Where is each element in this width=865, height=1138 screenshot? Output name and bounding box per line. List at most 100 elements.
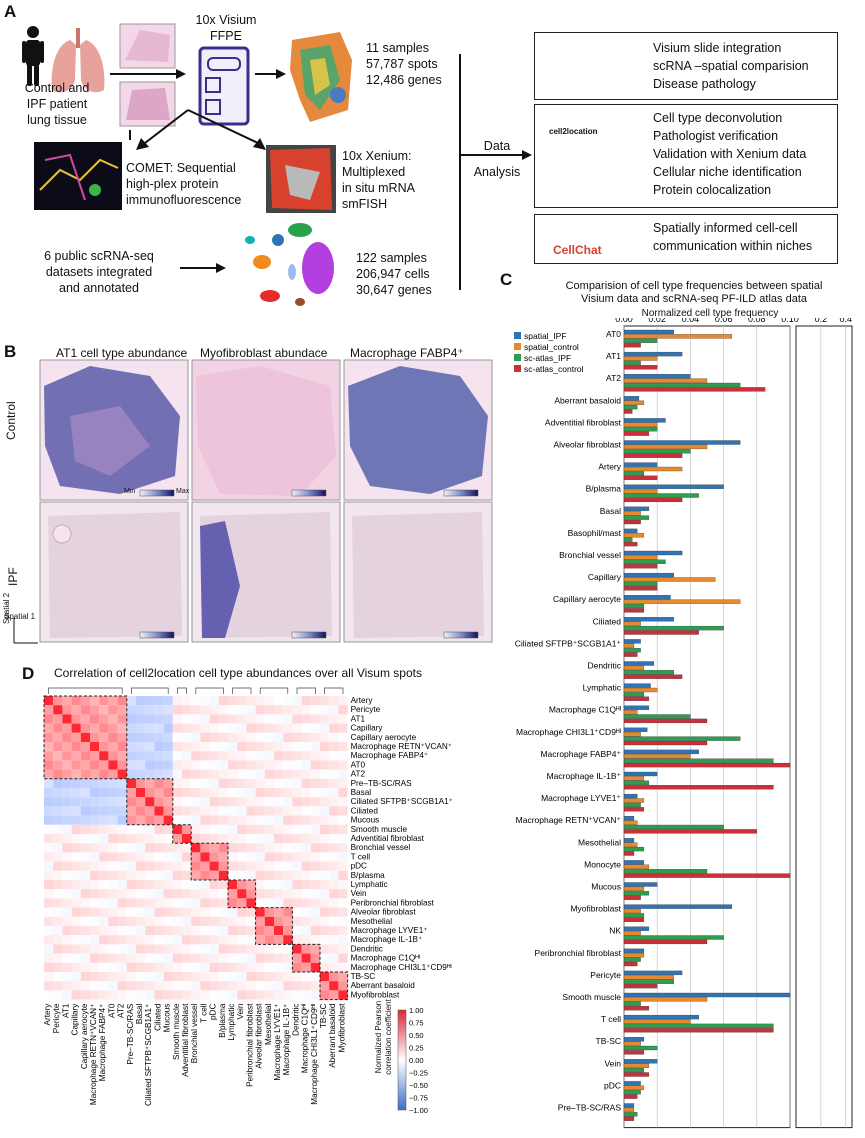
heatmap-cell bbox=[228, 953, 238, 963]
colorbar-tick: 0.50 bbox=[409, 1031, 424, 1040]
heatmap-cell bbox=[264, 705, 274, 715]
bar bbox=[623, 541, 638, 547]
category-label: Adventitial fibroblast bbox=[545, 417, 622, 427]
heatmap-cell bbox=[117, 806, 127, 816]
heatmap-cell bbox=[320, 769, 330, 779]
cell2location-label: cell2location bbox=[549, 127, 598, 136]
heatmap-cell bbox=[329, 732, 339, 742]
heatmap-cell bbox=[172, 861, 182, 871]
bar bbox=[623, 1028, 774, 1033]
bar bbox=[623, 1072, 650, 1077]
category-label: Dendritic bbox=[587, 661, 621, 671]
heatmap-cell bbox=[80, 797, 90, 807]
heatmap-cell bbox=[136, 797, 146, 807]
heatmap-cell bbox=[200, 806, 210, 816]
heatmap-cell bbox=[301, 889, 311, 899]
bar bbox=[623, 449, 691, 454]
bar bbox=[623, 506, 650, 511]
bar bbox=[623, 595, 671, 600]
bar bbox=[623, 846, 645, 852]
heatmap-cell bbox=[182, 935, 192, 945]
heatmap-cell bbox=[136, 870, 146, 880]
heatmap-cell bbox=[292, 742, 302, 752]
heatmap-cell bbox=[200, 944, 210, 954]
heatmap-cell bbox=[172, 797, 182, 807]
bar bbox=[623, 484, 724, 489]
heatmap-cell bbox=[246, 981, 256, 991]
heatmap-cell bbox=[329, 935, 339, 945]
heatmap-cell bbox=[80, 926, 90, 936]
heatmap-cell bbox=[145, 732, 155, 742]
column-label: Dendritic bbox=[291, 1004, 300, 1036]
heatmap-cell bbox=[246, 962, 256, 972]
heatmap-cell bbox=[237, 953, 247, 963]
heatmap-cell bbox=[90, 953, 100, 963]
heatmap-cell bbox=[163, 889, 173, 899]
heatmap-cell bbox=[154, 907, 164, 917]
dendrogram-branch bbox=[195, 687, 224, 694]
legend-swatch bbox=[514, 343, 521, 350]
heatmap-cell bbox=[71, 788, 81, 798]
heatmap-cell bbox=[90, 824, 100, 834]
heatmap-cell bbox=[310, 797, 320, 807]
column-label: TB-SC bbox=[319, 1004, 328, 1029]
heatmap-cell bbox=[53, 714, 63, 724]
heatmap-cell bbox=[237, 935, 247, 945]
bar bbox=[623, 820, 638, 825]
heatmap-cell bbox=[237, 788, 247, 798]
bar bbox=[623, 736, 741, 741]
heatmap-cell bbox=[80, 935, 90, 945]
heatmap-cell bbox=[310, 852, 320, 862]
bar bbox=[623, 1085, 645, 1090]
heatmap-cell bbox=[292, 889, 302, 899]
heatmap-cell bbox=[163, 852, 173, 862]
bar bbox=[623, 528, 638, 534]
bar bbox=[623, 586, 658, 591]
heatmap-cell bbox=[62, 723, 72, 733]
heatmap-cell bbox=[274, 815, 284, 825]
heatmap-cell bbox=[310, 824, 320, 834]
heatmap-cell bbox=[163, 751, 173, 761]
heatmap-cell bbox=[62, 870, 72, 880]
heatmap-cell bbox=[292, 705, 302, 715]
heatmap-cell bbox=[255, 962, 265, 972]
heatmap-cell bbox=[320, 714, 330, 724]
heatmap-cell bbox=[320, 742, 330, 752]
heatmap-cell bbox=[264, 788, 274, 798]
heatmap-cell bbox=[274, 935, 284, 945]
heatmap-cell bbox=[126, 926, 136, 936]
cbar-max: Max bbox=[176, 488, 190, 495]
heatmap-cell bbox=[283, 824, 293, 834]
heatmap-colorbar bbox=[397, 1009, 407, 1111]
colorbar-tick: 0.25 bbox=[409, 1044, 424, 1053]
heatmap-cell bbox=[320, 926, 330, 936]
heatmap-cell bbox=[182, 981, 192, 991]
heatmap-cell bbox=[228, 732, 238, 742]
heatmap-cell bbox=[264, 751, 274, 761]
heatmap-cell bbox=[126, 852, 136, 862]
heatmap-cell bbox=[292, 843, 302, 853]
heatmap-cell bbox=[320, 723, 330, 733]
bar bbox=[623, 705, 650, 710]
heatmap-cell bbox=[126, 696, 136, 706]
lung-icon bbox=[51, 28, 105, 93]
bar bbox=[623, 427, 658, 432]
row-label: Lymphatic bbox=[351, 880, 388, 889]
heatmap-cell bbox=[209, 898, 219, 908]
heatmap-cell bbox=[255, 705, 265, 715]
heatmap-cell bbox=[283, 852, 293, 862]
heatmap-cell bbox=[136, 778, 146, 788]
bar bbox=[623, 396, 640, 401]
heatmap-cell bbox=[329, 788, 339, 798]
heatmap-cell bbox=[90, 760, 100, 770]
bar bbox=[623, 418, 666, 423]
bar bbox=[623, 692, 645, 697]
heatmap-cell bbox=[126, 732, 136, 742]
colorbar-tick: −0.75 bbox=[409, 1094, 428, 1103]
heatmap-cell bbox=[44, 990, 54, 1000]
heatmap-cell bbox=[62, 834, 72, 844]
heatmap-cell bbox=[191, 714, 201, 724]
heatmap-cell bbox=[172, 889, 182, 899]
heatmap-cell bbox=[99, 788, 109, 798]
heatmap-cell bbox=[191, 926, 201, 936]
